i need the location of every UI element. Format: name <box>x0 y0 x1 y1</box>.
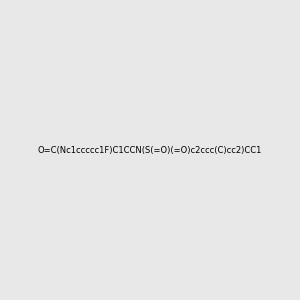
Text: O=C(Nc1ccccc1F)C1CCN(S(=O)(=O)c2ccc(C)cc2)CC1: O=C(Nc1ccccc1F)C1CCN(S(=O)(=O)c2ccc(C)cc… <box>38 146 262 154</box>
